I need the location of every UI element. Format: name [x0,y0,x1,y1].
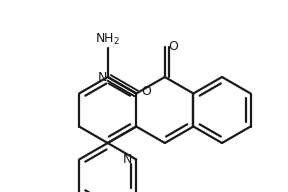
Text: NH$_2$: NH$_2$ [95,32,120,47]
Text: O: O [141,85,151,98]
Text: N: N [123,153,132,166]
Text: N: N [98,71,107,84]
Text: O: O [168,40,178,53]
